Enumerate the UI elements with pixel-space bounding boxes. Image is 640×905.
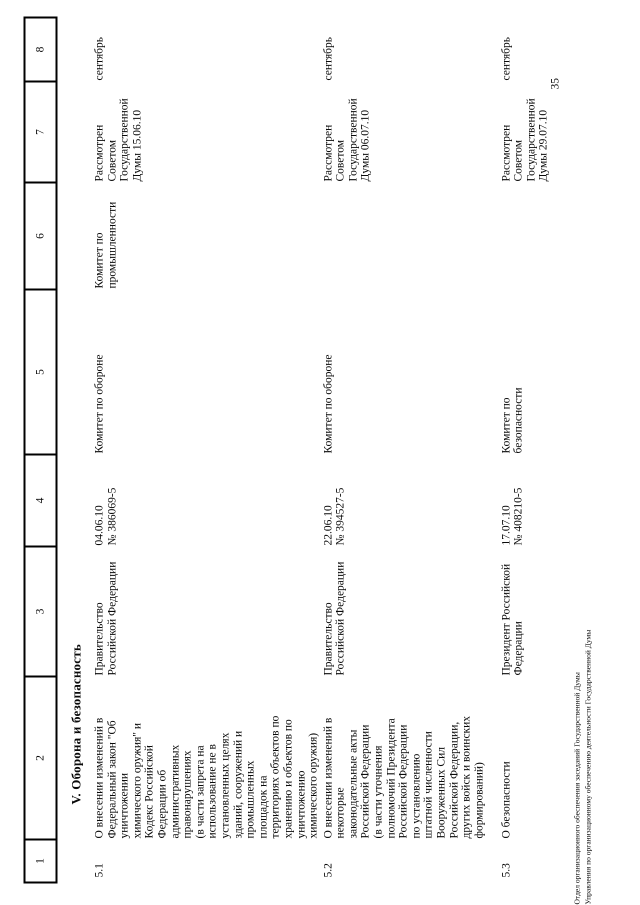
bill-date-number-cell: 22.06.10 № 394527-5	[321, 487, 347, 545]
bill-council-status-cell: Рассмотрен Советом Государственной Думы …	[321, 97, 372, 181]
column-number-6: 6	[24, 182, 56, 289]
bill-initiator-cell: Правительство Российской Федерации	[321, 561, 347, 675]
bill-month-cell: сентябрь	[93, 36, 105, 80]
column-number-7: 7	[24, 81, 56, 182]
column-numbers-row: 1 2 3 4 5 6 7 8	[24, 17, 56, 882]
bill-number-cell: 5.1	[93, 862, 105, 877]
bill-co-committee-cell	[320, 182, 498, 289]
footer-directorate-line: Управления по организационному обеспечен…	[582, 629, 592, 904]
bill-committee-cell: Комитет по обороне	[93, 354, 105, 453]
bill-number-cell: 5.2	[321, 862, 334, 877]
bill-council-status-cell: Рассмотрен Советом Государственной Думы …	[499, 97, 550, 181]
bill-co-committee-cell: Комитет по промышленности	[93, 201, 118, 288]
bill-title-cell: О внесении изменений в Федеральный закон…	[93, 715, 320, 838]
bill-initiator-cell: Правительство Российской Федерации	[93, 561, 118, 675]
legislation-table: 1 2 3 4 5 6 7 8 V. Оборона и безопасност…	[23, 16, 578, 883]
bill-co-committee-cell	[498, 182, 578, 289]
bill-title-cell: О безопасности	[499, 760, 512, 838]
bill-number-cell: 5.3	[499, 862, 512, 877]
column-number-1: 1	[24, 839, 56, 882]
page-number: 35	[549, 77, 561, 90]
bill-committee-cell: Комитет по обороне	[321, 354, 334, 453]
bill-date-number-cell: 04.06.10 № 386069-5	[93, 487, 118, 545]
bill-month-cell: сентябрь	[321, 36, 334, 80]
bill-date-number-cell: 17.07.10 № 408210-5	[499, 487, 525, 545]
document-footer: Отдел организационного обеспечения засед…	[572, 629, 593, 904]
column-number-8: 8	[24, 17, 56, 81]
bill-committee-cell: Комитет по безопасности	[499, 386, 525, 453]
column-number-5: 5	[24, 289, 56, 454]
footer-department-line: Отдел организационного обеспечения засед…	[572, 671, 581, 904]
table-row-5-2: 5.2 О внесении изменений в некоторые зак…	[320, 17, 498, 882]
section-title: V. Оборона и безопасность	[68, 643, 83, 804]
bill-initiator-cell: Президент Российской Федерации	[499, 563, 525, 675]
section-header-row: V. Оборона и безопасность	[56, 17, 91, 882]
table-row-5-3: 5.3 О безопасности Президент Российской …	[498, 17, 578, 882]
bill-month-cell: сентябрь	[499, 36, 512, 80]
bill-council-status-cell: Рассмотрен Советом Государственной Думы …	[93, 97, 143, 181]
column-number-3: 3	[24, 546, 56, 676]
column-number-2: 2	[24, 676, 56, 839]
table-row-5-1: 5.1 О внесении изменений в Федеральный з…	[91, 17, 320, 882]
column-number-4: 4	[24, 454, 56, 546]
bill-title-cell: О внесении изменений в некоторые законод…	[321, 715, 485, 838]
